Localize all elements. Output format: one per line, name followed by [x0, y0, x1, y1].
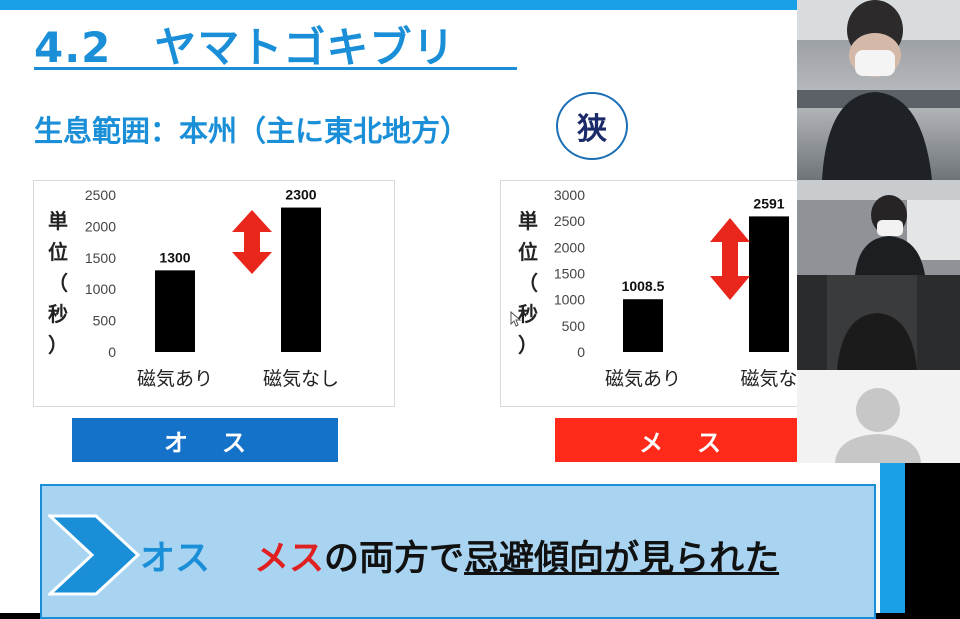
ylabel-char: 単 [518, 209, 538, 233]
video-participants-panel [797, 0, 960, 613]
conclusion-male: オス [140, 539, 211, 579]
slide-title: 4.2 ヤマトゴキブリ [34, 23, 456, 72]
male-chart: 0 500 1000 1500 2000 2500 1300 磁気あり 2300 磁気なし [33, 180, 395, 407]
y-tick-label: 1000 [85, 281, 116, 297]
x-category-label: 磁気あり [605, 368, 681, 390]
ylabel-char: （ [48, 271, 68, 295]
ylabel-char: 位 [48, 240, 68, 264]
slide-top-bar [0, 0, 905, 10]
title-underline [34, 67, 517, 70]
bar-value-label: 1300 [159, 249, 190, 265]
avatar-placeholder-icon [835, 388, 921, 463]
range-badge: 狭 [556, 92, 628, 160]
y-tick-label: 500 [93, 313, 117, 329]
bar [281, 207, 321, 352]
y-tick-label: 3000 [554, 187, 585, 203]
ylabel-char: 単 [48, 209, 68, 233]
participant-tile[interactable] [797, 275, 960, 370]
female-chart: 0 500 1000 1500 2000 2500 3000 1008.5 磁気あり 2591 磁気… [500, 180, 800, 407]
participant-tile[interactable] [797, 370, 960, 463]
presentation-slide: 4.2 ヤマトゴキブリ 生息範囲：本州（主に東北地方） 狭 0 500 1000 15… [0, 0, 905, 619]
male-chart-svg: 0 500 1000 1500 2000 2500 1300 磁気あり 2300 磁気なし [85, 187, 339, 390]
y-tick-label: 500 [562, 318, 586, 334]
conclusion-mid: の両方で [324, 539, 465, 579]
male-chart-ylabel: 単 位 （ 秒 ） [48, 206, 68, 361]
participant-video-icon [797, 180, 960, 275]
ylabel-char: （ [518, 271, 538, 295]
participant-video-icon [797, 0, 960, 180]
x-category-label: 磁気なし [263, 368, 339, 390]
participant-tile[interactable] [797, 180, 960, 275]
conclusion-text: オス メスの両方で忌避傾向が見られた [140, 530, 779, 581]
y-tick-label: 1500 [554, 266, 585, 282]
conclusion-female: メス [254, 539, 325, 579]
participant-tile[interactable] [797, 0, 960, 180]
x-category-label: 磁気あり [137, 368, 213, 390]
bar [749, 216, 789, 352]
x-category-label: 磁気な [740, 368, 797, 390]
ylabel-char: 位 [518, 240, 538, 264]
conclusion-end: が見られた [604, 539, 780, 579]
y-tick-label: 2500 [554, 213, 585, 229]
y-tick-label: 0 [577, 344, 585, 360]
chevron-right-icon [48, 514, 140, 596]
double-arrow-icon [710, 218, 750, 300]
bar-value-label: 1008.5 [622, 278, 665, 294]
ylabel-char: ） [48, 333, 68, 357]
male-label-bar: オス [72, 418, 338, 462]
y-tick-label: 2500 [85, 187, 116, 203]
bar-value-label: 2591 [753, 195, 784, 211]
conclusion-underlined: 忌避傾向 [464, 539, 605, 579]
bar-value-label: 2300 [285, 187, 316, 203]
y-tick-label: 2000 [85, 218, 116, 234]
ylabel-char: 秒 [518, 302, 538, 326]
female-chart-ylabel: 単 位 （ 秒 ） [518, 206, 538, 361]
female-label-bar: メス [555, 418, 805, 462]
female-chart-svg: 0 500 1000 1500 2000 2500 3000 1008.5 磁気あり 2591 磁気… [554, 187, 798, 390]
y-tick-label: 2000 [554, 239, 585, 255]
y-tick-label: 1500 [85, 250, 116, 266]
ylabel-char: ） [518, 333, 538, 357]
bar [155, 270, 195, 352]
ylabel-char: 秒 [48, 302, 68, 326]
participant-video-icon [797, 275, 960, 370]
habitat-subtitle: 生息範囲：本州（主に東北地方） [34, 114, 470, 148]
mouse-cursor-icon [510, 311, 522, 327]
bar [623, 299, 663, 352]
y-tick-label: 0 [108, 344, 116, 360]
y-tick-label: 1000 [554, 292, 585, 308]
double-arrow-icon [232, 210, 272, 274]
